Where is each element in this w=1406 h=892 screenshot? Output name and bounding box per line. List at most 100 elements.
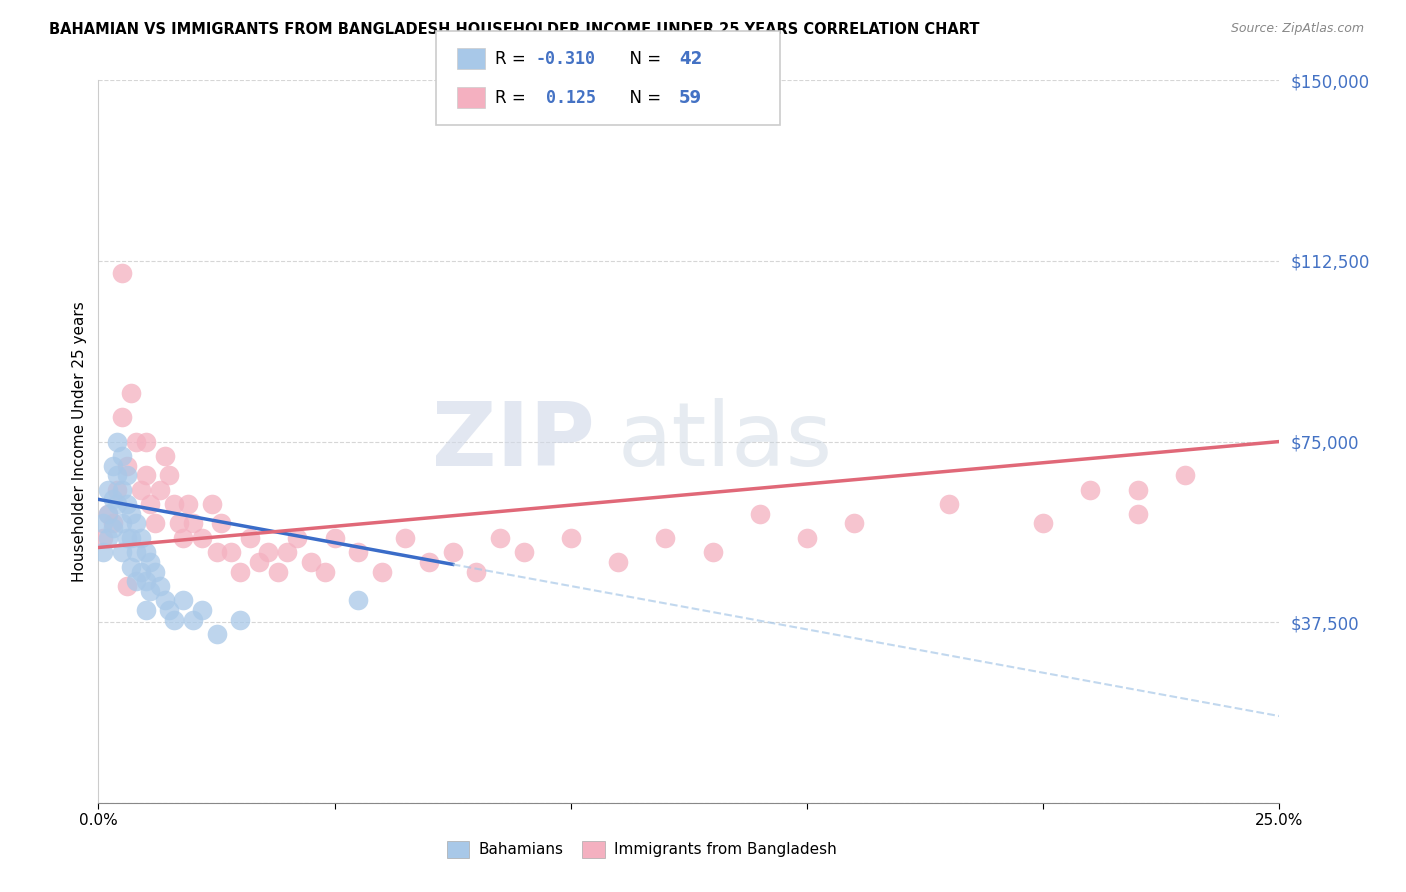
Point [143, 516, 166, 531]
Text: Source: ZipAtlas.com: Source: ZipAtlas.com [1230, 22, 1364, 36]
Point [97, 507, 120, 521]
Point [201, 497, 224, 511]
Point [347, 593, 370, 607]
Point [129, 531, 152, 545]
Point [121, 559, 143, 574]
Point [1174, 468, 1197, 483]
Point [143, 565, 166, 579]
Point [139, 583, 162, 598]
Point [115, 468, 138, 483]
Point [91, 531, 114, 545]
Point [101, 516, 124, 531]
Point [167, 516, 190, 531]
Point [91, 545, 114, 559]
Point [125, 574, 148, 589]
Point [177, 497, 200, 511]
Point [191, 531, 214, 545]
Point [702, 545, 724, 559]
Point [101, 458, 124, 473]
Point [101, 492, 124, 507]
Point [125, 545, 148, 559]
Point [205, 627, 228, 641]
Point [135, 434, 157, 449]
Text: N =: N = [619, 50, 666, 68]
Point [115, 458, 138, 473]
Point [205, 545, 228, 559]
Point [276, 545, 298, 559]
Point [91, 516, 114, 531]
Point [153, 449, 176, 463]
Point [191, 603, 214, 617]
Point [1126, 507, 1149, 521]
Point [135, 603, 157, 617]
Point [111, 266, 134, 280]
Point [371, 565, 394, 579]
Point [844, 516, 866, 531]
Point [560, 531, 582, 545]
Point [125, 516, 148, 531]
Point [314, 565, 336, 579]
Point [149, 579, 172, 593]
Point [323, 531, 346, 545]
Point [938, 497, 960, 511]
Text: atlas: atlas [619, 398, 834, 485]
Text: -0.310: -0.310 [536, 50, 596, 68]
Point [748, 507, 770, 521]
Point [394, 531, 416, 545]
Point [97, 507, 120, 521]
Point [111, 483, 134, 497]
Y-axis label: Householder Income Under 25 years: Householder Income Under 25 years [72, 301, 87, 582]
Point [465, 565, 488, 579]
Point [125, 434, 148, 449]
Point [129, 565, 152, 579]
Point [135, 574, 157, 589]
Point [129, 483, 152, 497]
Point [105, 483, 128, 497]
Text: 0.125: 0.125 [536, 88, 596, 106]
Point [209, 516, 232, 531]
Point [115, 531, 138, 545]
Point [1126, 483, 1149, 497]
Point [172, 593, 194, 607]
Point [111, 545, 134, 559]
Point [299, 555, 322, 569]
Point [1080, 483, 1102, 497]
Point [219, 545, 242, 559]
Point [796, 531, 818, 545]
Point [229, 565, 252, 579]
Point [149, 483, 172, 497]
Text: BAHAMIAN VS IMMIGRANTS FROM BANGLADESH HOUSEHOLDER INCOME UNDER 25 YEARS CORRELA: BAHAMIAN VS IMMIGRANTS FROM BANGLADESH H… [49, 22, 980, 37]
Point [157, 603, 180, 617]
Text: ZIP: ZIP [432, 398, 595, 485]
Point [115, 579, 138, 593]
Point [181, 516, 204, 531]
Point [239, 531, 262, 545]
Point [97, 531, 120, 545]
Legend: Bahamians, Immigrants from Bangladesh: Bahamians, Immigrants from Bangladesh [440, 835, 844, 863]
Point [139, 555, 162, 569]
Point [181, 613, 204, 627]
Point [607, 555, 630, 569]
Point [115, 497, 138, 511]
Point [135, 468, 157, 483]
Point [347, 545, 370, 559]
Point [121, 386, 143, 401]
Point [1032, 516, 1054, 531]
Point [111, 449, 134, 463]
Point [163, 613, 186, 627]
Point [441, 545, 464, 559]
Point [267, 565, 290, 579]
Text: N =: N = [619, 88, 666, 106]
Point [247, 555, 270, 569]
Point [285, 531, 308, 545]
Text: R =: R = [495, 88, 531, 106]
Point [139, 497, 162, 511]
Text: 42: 42 [679, 50, 703, 68]
Point [105, 468, 128, 483]
Point [105, 497, 128, 511]
Point [121, 507, 143, 521]
Point [172, 531, 194, 545]
Point [153, 593, 176, 607]
Point [257, 545, 280, 559]
Point [489, 531, 512, 545]
